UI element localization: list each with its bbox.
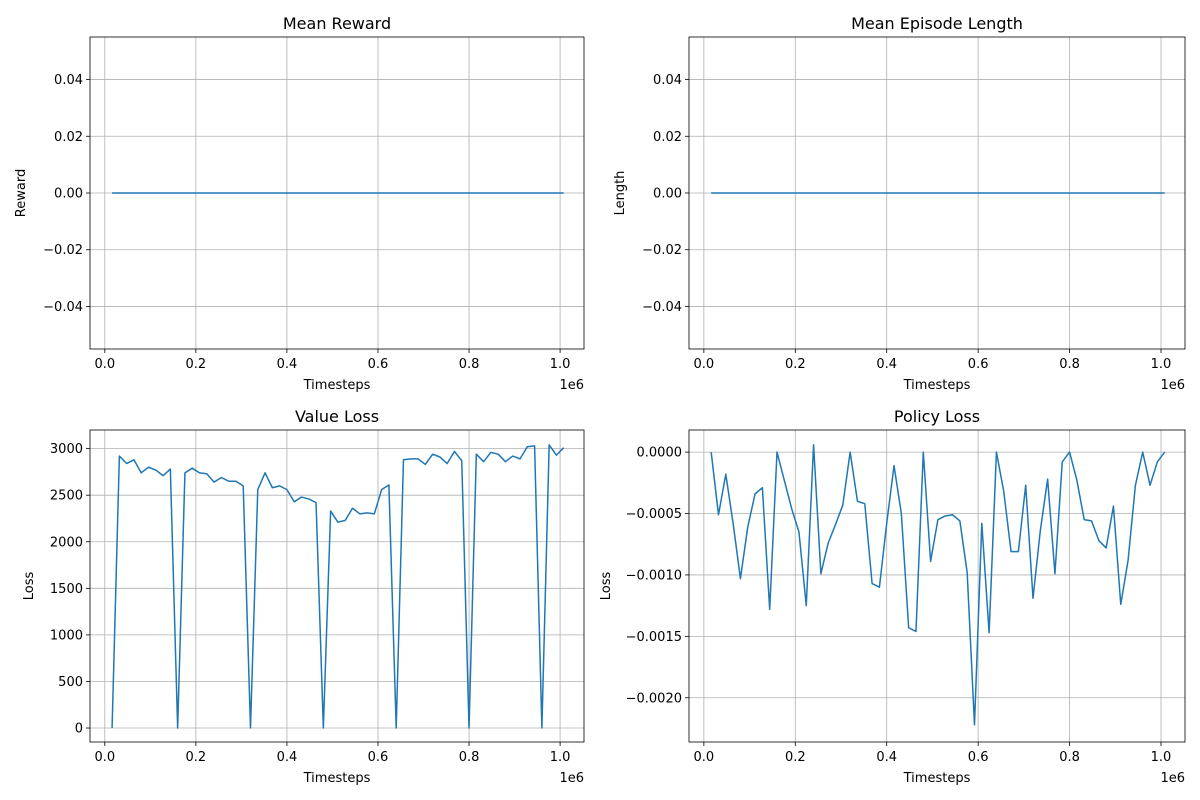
x-tick-label: 0.8 [1059,750,1080,765]
chart-title: Value Loss [295,407,379,426]
subplot-4: 0.0 0.2 0.4 0.6 0.8 1.0 −0.0020 −0.0015 −0.0010 −… [599,407,1186,786]
x-tick-label: 0.2 [785,750,806,765]
x-tick-label: 0.0 [94,750,115,765]
x-offset-label: 1e6 [1160,378,1185,393]
x-tick-label: 0.0 [94,357,115,372]
x-tick-label: 0.8 [459,357,480,372]
chart-title: Mean Reward [283,14,391,33]
x-tick-label: 0.8 [1059,357,1080,372]
x-offset-label: 1e6 [559,771,584,786]
y-axis-label: Loss [599,572,614,601]
x-tick-label: 1.0 [1151,357,1172,372]
x-tick-label: 1.0 [1151,750,1172,765]
x-tick-label: 0.4 [277,357,298,372]
series-line-1 [111,444,565,729]
chart-title: Mean Episode Length [851,14,1023,33]
y-tick-label: 2500 [50,489,83,504]
y-tick-label: 0.02 [653,130,682,145]
subplot-3: 0.0 0.2 0.4 0.6 0.8 1.0 0 500 1000 1500 2000 2500 30… [22,407,585,786]
x-axis-label: Timesteps [303,771,371,786]
chart-title: Policy Loss [894,407,980,426]
y-tick-label: −0.04 [642,300,682,315]
y-tick-label: 0.04 [653,73,682,88]
y-tick-label: −0.0020 [626,691,682,706]
y-tick-label: −0.0010 [626,568,682,583]
x-tick-label: 0.4 [876,750,897,765]
y-tick-label: 0.0000 [637,446,683,461]
x-axis-label: Timesteps [903,771,971,786]
y-tick-label: −0.04 [43,300,83,315]
x-offset-label: 1e6 [1160,771,1185,786]
y-tick-label: 0.00 [653,187,682,202]
y-tick-label: 1000 [50,628,83,643]
y-tick-label: 0.04 [54,73,83,88]
x-tick-label: 0.2 [186,357,207,372]
y-tick-label: 500 [58,675,83,690]
series-line-1 [710,443,1166,726]
x-tick-label: 0.4 [277,750,298,765]
x-tick-label: 0.6 [968,750,989,765]
x-tick-label: 0.2 [186,750,207,765]
x-tick-label: 0.0 [694,357,715,372]
subplot-1: 0.0 0.2 0.4 0.6 0.8 1.0 −0.04 −0.02 0.00 0.02 0.04… [14,14,585,393]
x-tick-label: 0.6 [968,357,989,372]
x-tick-label: 1.0 [550,750,571,765]
x-tick-label: 1.0 [550,357,571,372]
axes-frame [688,429,1186,743]
x-axis-label: Timesteps [903,378,971,393]
y-tick-label: 0 [75,722,83,737]
y-tick-label: 1500 [50,582,83,597]
x-tick-label: 0.8 [459,750,480,765]
x-tick-label: 0.0 [694,750,715,765]
x-offset-label: 1e6 [559,378,584,393]
y-tick-label: 3000 [50,442,83,457]
y-tick-label: −0.02 [642,243,682,258]
y-axis-label: Loss [22,572,37,601]
x-tick-label: 0.6 [368,750,389,765]
y-tick-label: 0.02 [54,130,83,145]
x-tick-label: 0.4 [876,357,897,372]
subplot-2: 0.0 0.2 0.4 0.6 0.8 1.0 −0.04 −0.02 0.00 0.02 0.04… [613,14,1186,393]
x-axis-label: Timesteps [303,378,371,393]
y-tick-label: 2000 [50,535,83,550]
y-axis-label: Reward [14,169,29,217]
x-tick-label: 0.6 [368,357,389,372]
axes-frame [89,429,585,743]
y-tick-label: 0.00 [54,187,83,202]
y-tick-label: −0.0015 [626,630,682,645]
y-axis-label: Length [613,171,628,216]
y-tick-label: −0.02 [43,243,83,258]
x-tick-label: 0.2 [785,357,806,372]
y-tick-label: −0.0005 [626,507,682,522]
